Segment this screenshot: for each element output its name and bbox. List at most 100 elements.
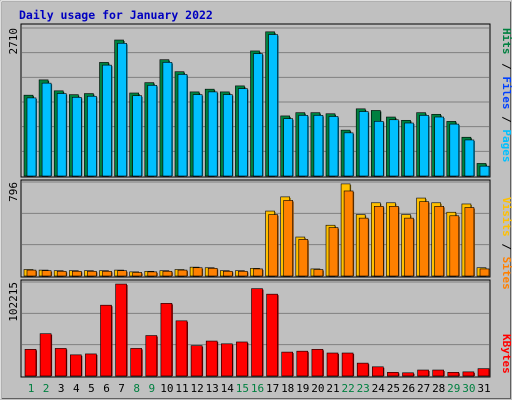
legend-hits-panel: Hits / Files / Pages [500,28,512,163]
bar-hits-files-pages-pages-19 [298,115,309,177]
x-label-15: 15 [236,382,249,395]
bar-visits-sites-sites-3 [56,270,67,277]
bar-kbytes-kbytes-15 [236,341,248,377]
x-label-20: 20 [311,382,324,395]
x-label-16: 16 [251,382,264,395]
bar-kbytes-kbytes-7 [115,283,127,377]
x-label-10: 10 [160,382,173,395]
bar-hits-files-pages-pages-29 [449,123,460,177]
bar-visits-sites-sites-14 [223,270,233,277]
bar-kbytes-kbytes-29 [447,372,460,377]
bar-hits-files-pages-pages-12 [192,94,203,177]
bar-visits-sites-sites-21 [328,227,339,277]
bar-kbytes-kbytes-10 [160,303,173,377]
x-label-7: 7 [118,382,125,395]
bar-kbytes-kbytes-27 [417,369,429,377]
bar-visits-sites-sites-30 [464,207,475,277]
bar-hits-files-pages-pages-6 [102,64,112,177]
bar-kbytes-kbytes-18 [281,351,294,377]
bar-kbytes-kbytes-17 [266,293,278,377]
visits-ymax-label: 796 [7,182,20,202]
bar-visits-sites-sites-15 [238,270,248,277]
x-label-6: 6 [103,382,110,395]
bar-hits-files-pages-pages-21 [328,116,339,177]
legend-hits: Hits [500,28,512,55]
x-label-8: 8 [133,382,140,395]
bar-visits-sites-sites-29 [449,215,460,277]
legend-kbytes: KBytes [500,334,512,374]
bar-hits-files-pages-pages-25 [389,119,399,177]
bar-kbytes-kbytes-12 [190,345,203,377]
bar-visits-sites-sites-5 [87,270,97,277]
bar-visits-sites-sites-10 [162,270,173,277]
bar-kbytes-kbytes-23 [356,362,369,377]
bar-hits-files-pages-pages-31 [479,165,490,177]
x-label-30: 30 [462,382,475,395]
bar-kbytes-kbytes-8 [130,348,142,377]
bar-visits-sites-sites-8 [132,272,142,277]
bar-hits-files-pages-pages-16 [253,53,263,177]
bar-hits-files-pages-pages-11 [177,74,188,177]
x-axis-labels: 1 2 3 4 5 6 7 8 9 10 11 12 13 14 15 16 17 18 19 20 21 22 23 24 2… [28,382,491,395]
x-label-14: 14 [221,382,235,395]
bar-visits-sites-sites-19 [298,239,309,277]
bar-hits-files-pages-pages-7 [117,42,127,177]
x-label-12: 12 [190,382,203,395]
bar-visits-sites-sites-16 [253,268,263,277]
x-label-29: 29 [447,382,460,395]
bar-hits-files-pages-pages-10 [162,62,173,177]
x-label-27: 27 [417,382,430,395]
bar-kbytes-kbytes-5 [85,353,97,377]
bar-visits-sites-sites-12 [192,267,203,277]
bar-hits-files-pages-pages-5 [87,95,97,177]
bar-hits-files-pages-pages-22 [343,132,354,177]
bar-visits-sites-sites-13 [207,268,218,277]
bar-hits-files-pages-pages-24 [373,121,384,177]
bar-kbytes-kbytes-4 [70,354,82,377]
bar-hits-files-pages-pages-4 [72,97,82,177]
hits-ymax-label: 2710 [7,28,20,55]
chart-title: Daily usage for January 2022 [19,8,213,22]
x-label-11: 11 [175,382,188,395]
legend-pages: Pages [500,129,512,162]
bar-kbytes-kbytes-13 [205,340,218,377]
x-label-21: 21 [326,382,339,395]
legend-visits: Visits [500,197,512,237]
bar-hits-files-pages-pages-28 [434,116,445,177]
bar-visits-sites-sites-2 [41,270,52,277]
x-label-2: 2 [43,382,50,395]
bar-visits-sites-sites-27 [419,201,429,277]
x-label-18: 18 [281,382,294,395]
bar-kbytes-kbytes-30 [462,371,475,377]
bar-hits-files-pages-pages-1 [26,97,37,177]
bar-visits-sites-sites-20 [313,269,324,277]
x-label-9: 9 [148,382,155,395]
bar-hits-files-pages-pages-18 [283,118,294,177]
bar-kbytes-kbytes-2 [39,333,52,377]
bar-hits-files-pages-pages-8 [132,95,142,177]
bar-kbytes-kbytes-22 [341,352,354,377]
x-label-4: 4 [73,382,80,395]
bar-kbytes-kbytes-3 [54,348,67,377]
bar-kbytes-kbytes-9 [145,335,158,377]
bar-visits-sites-sites-11 [177,269,188,277]
bar-visits-sites-sites-24 [373,206,384,277]
x-label-1: 1 [28,382,35,395]
bar-hits-files-pages-pages-14 [223,94,233,177]
bar-kbytes-kbytes-19 [296,350,309,377]
bar-visits-sites-sites-1 [26,269,37,277]
bar-visits-sites-sites-23 [358,217,369,277]
bar-kbytes-kbytes-11 [175,320,188,377]
bar-hits-files-pages-pages-17 [268,34,278,177]
bar-visits-sites-sites-22 [343,190,354,277]
bar-visits-sites-sites-6 [102,270,112,277]
bar-visits-sites-sites-31 [479,268,490,277]
x-label-23: 23 [357,382,370,395]
bar-kbytes-kbytes-24 [371,366,384,377]
bar-hits-files-pages-pages-26 [404,122,414,177]
x-label-24: 24 [372,382,386,395]
bars [23,31,490,377]
bar-visits-sites-sites-26 [404,217,414,277]
bar-visits-sites-sites-18 [283,200,294,277]
